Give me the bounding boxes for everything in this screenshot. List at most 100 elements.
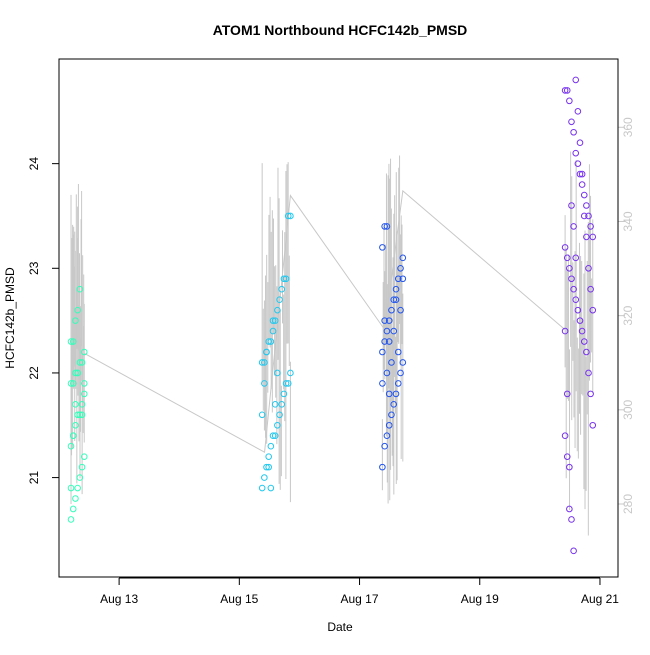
data-point bbox=[267, 338, 275, 345]
data-point bbox=[563, 453, 571, 460]
data-point bbox=[282, 275, 290, 283]
data-point bbox=[274, 421, 281, 429]
x-tick-label: Aug 21 bbox=[581, 592, 619, 606]
trend-line bbox=[84, 189, 566, 454]
data-point bbox=[576, 170, 584, 178]
data-point bbox=[589, 306, 597, 314]
data-point bbox=[72, 495, 79, 502]
data-point bbox=[566, 463, 573, 471]
data-point bbox=[383, 369, 391, 377]
data-point bbox=[280, 390, 288, 398]
trend-lines bbox=[70, 151, 594, 536]
data-point bbox=[271, 401, 279, 408]
data-point bbox=[563, 254, 571, 262]
data-points bbox=[67, 76, 597, 555]
y-tick-label: 22 bbox=[27, 366, 41, 380]
y-right-tick-label: 320 bbox=[621, 305, 635, 325]
data-point bbox=[278, 401, 286, 408]
data-point bbox=[74, 306, 81, 314]
data-point bbox=[574, 108, 582, 115]
data-point bbox=[76, 411, 84, 419]
data-point bbox=[269, 327, 277, 335]
data-point bbox=[284, 380, 292, 387]
data-point bbox=[576, 317, 584, 324]
x-tick-label: Aug 15 bbox=[220, 592, 258, 606]
data-point bbox=[381, 223, 388, 230]
data-point bbox=[287, 212, 294, 220]
data-point bbox=[76, 285, 84, 293]
data-point bbox=[388, 306, 395, 314]
data-point bbox=[399, 275, 407, 283]
chart-title: ATOM1 Northbound HCFC142b_PMSD bbox=[213, 22, 468, 38]
data-point bbox=[585, 369, 592, 377]
data-point bbox=[72, 401, 79, 408]
data-point bbox=[587, 285, 594, 293]
data-point bbox=[399, 254, 407, 262]
data-point bbox=[78, 359, 86, 366]
data-point bbox=[572, 296, 580, 303]
data-point bbox=[76, 359, 84, 366]
data-point bbox=[67, 516, 75, 523]
data-point bbox=[78, 411, 86, 419]
data-point bbox=[390, 296, 398, 303]
data-point bbox=[379, 348, 386, 356]
data-point bbox=[388, 411, 395, 419]
data-point bbox=[274, 306, 281, 314]
data-point bbox=[392, 390, 400, 398]
data-point bbox=[379, 380, 386, 387]
data-point bbox=[263, 463, 270, 471]
y-right-tick-label: 300 bbox=[621, 399, 635, 419]
data-point bbox=[583, 202, 590, 209]
data-point bbox=[261, 359, 268, 366]
data-point bbox=[80, 348, 88, 356]
data-point bbox=[587, 390, 594, 398]
data-point bbox=[392, 285, 400, 293]
data-point bbox=[78, 401, 86, 408]
data-point bbox=[566, 505, 573, 513]
x-tick-label: Aug 19 bbox=[461, 592, 499, 606]
data-point bbox=[580, 338, 588, 345]
data-point bbox=[583, 233, 590, 241]
data-point bbox=[568, 118, 575, 126]
data-point bbox=[390, 401, 398, 408]
data-point bbox=[72, 317, 79, 324]
data-point bbox=[397, 264, 404, 272]
data-point bbox=[397, 369, 404, 377]
data-point bbox=[274, 369, 281, 377]
data-point bbox=[276, 296, 283, 303]
data-point bbox=[258, 411, 266, 419]
data-point bbox=[265, 338, 272, 345]
data-point bbox=[568, 275, 575, 283]
y-axis-label: HCFC142b_PMSD bbox=[3, 267, 17, 369]
data-point bbox=[269, 432, 277, 440]
data-point bbox=[561, 327, 569, 335]
data-point bbox=[263, 348, 270, 356]
data-point bbox=[80, 380, 88, 387]
x-tick-label: Aug 13 bbox=[100, 592, 138, 606]
data-point bbox=[271, 317, 279, 324]
data-point bbox=[392, 296, 400, 303]
data-point bbox=[69, 380, 77, 387]
data-point bbox=[394, 380, 402, 387]
data-point bbox=[69, 432, 77, 440]
data-point bbox=[74, 411, 81, 419]
data-point bbox=[578, 327, 586, 335]
data-point bbox=[383, 327, 391, 335]
data-point bbox=[572, 254, 580, 262]
data-point bbox=[265, 463, 272, 471]
y-tick-label: 24 bbox=[27, 157, 41, 171]
data-point bbox=[570, 223, 577, 230]
data-point bbox=[570, 285, 577, 293]
data-point bbox=[385, 390, 393, 398]
y-tick-label: 21 bbox=[27, 471, 41, 485]
data-point bbox=[261, 474, 268, 481]
data-point bbox=[381, 442, 388, 450]
data-point bbox=[566, 264, 573, 272]
data-point bbox=[80, 453, 88, 460]
data-point bbox=[385, 317, 393, 324]
data-point bbox=[282, 380, 290, 387]
data-point bbox=[561, 432, 569, 440]
data-point bbox=[278, 285, 286, 293]
